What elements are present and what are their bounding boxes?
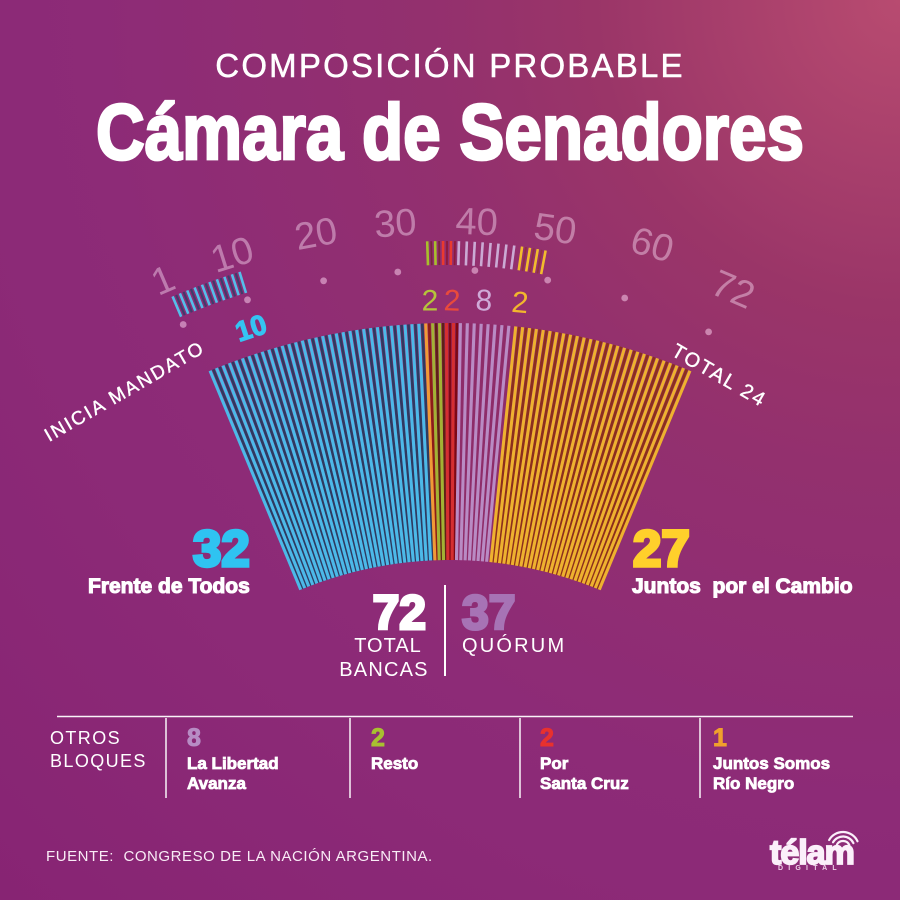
svg-text:TOTAL: TOTAL	[354, 635, 422, 657]
svg-text:8: 8	[475, 284, 493, 318]
svg-text:FUENTE: CONGRESO DE LA NACIÓN: FUENTE: CONGRESO DE LA NACIÓN ARGENTINA.	[46, 848, 433, 865]
svg-text:72: 72	[373, 587, 426, 640]
svg-text:2: 2	[443, 284, 461, 318]
svg-text:50: 50	[531, 206, 579, 254]
svg-text:2: 2	[510, 286, 530, 320]
svg-text:40: 40	[455, 201, 499, 245]
svg-text:2: 2	[422, 285, 439, 318]
svg-text:2: 2	[540, 724, 554, 752]
svg-text:Avanza: Avanza	[187, 774, 246, 793]
svg-text:30: 30	[373, 201, 418, 246]
svg-text:BLOQUES: BLOQUES	[50, 751, 147, 771]
svg-text:DIGITAL: DIGITAL	[778, 865, 842, 872]
svg-text:Cámara de Senadores: Cámara de Senadores	[96, 87, 804, 176]
svg-text:37: 37	[462, 587, 515, 640]
svg-text:32: 32	[193, 520, 250, 577]
svg-text:8: 8	[187, 724, 201, 752]
svg-text:27: 27	[633, 520, 690, 577]
svg-text:2: 2	[371, 724, 385, 752]
svg-text:20: 20	[291, 210, 340, 259]
svg-text:Juntos Somos: Juntos Somos	[713, 754, 830, 773]
svg-text:Santa Cruz: Santa Cruz	[540, 774, 629, 793]
svg-text:La Libertad: La Libertad	[187, 754, 279, 773]
svg-text:Juntos por el Cambio: Juntos por el Cambio	[632, 575, 853, 598]
svg-text:Por: Por	[540, 754, 569, 773]
svg-text:OTROS: OTROS	[50, 728, 121, 748]
svg-text:Frente de Todos: Frente de Todos	[88, 575, 250, 598]
svg-text:COMPOSICIÓN PROBABLE: COMPOSICIÓN PROBABLE	[215, 47, 684, 84]
svg-text:Río Negro: Río Negro	[713, 774, 794, 793]
svg-text:BANCAS: BANCAS	[339, 659, 428, 681]
svg-text:Resto: Resto	[371, 754, 418, 773]
svg-text:QUÓRUM: QUÓRUM	[462, 634, 566, 657]
svg-text:1: 1	[713, 724, 727, 752]
